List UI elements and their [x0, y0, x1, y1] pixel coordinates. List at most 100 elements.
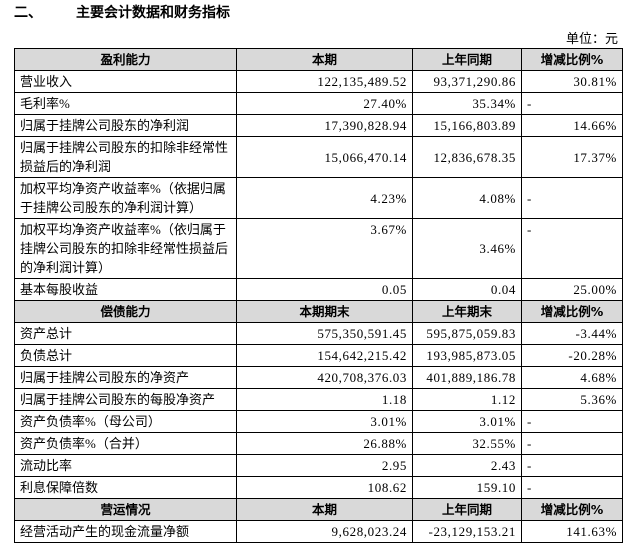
header-cell: 营运情况 [14, 498, 237, 521]
section-title: 二、 主要会计数据和财务指标 [14, 2, 230, 22]
value-cell: 35.34% [412, 92, 522, 115]
data-row: 归属于挂牌公司股东的净利润 17,390,828.94 15,166,803.89 1… [14, 114, 623, 137]
value-cell: - [521, 177, 623, 219]
row-label: 加权平均净资产收益率%（依归属于挂牌公司股东的扣除非经常性损益后的净利润计算） [14, 218, 237, 279]
value-cell: - [521, 92, 623, 115]
value-cell: 5.36% [521, 388, 623, 411]
value-cell: 9,628,023.24 [236, 520, 413, 543]
value-cell: - [521, 476, 623, 499]
row-label: 负债总计 [14, 344, 237, 367]
data-row: 归属于挂牌公司股东的扣除非经常性损益后的净利润 15,066,470.14 12,8… [14, 136, 623, 178]
data-row: 营业收入 122,135,489.52 93,371,290.86 30.81% [14, 70, 623, 93]
row-label: 资产负债率%（母公司） [14, 410, 237, 433]
header-cell: 本期 [236, 498, 413, 521]
value-cell: -3.44% [521, 322, 623, 345]
row-label: 归属于挂牌公司股东的扣除非经常性损益后的净利润 [14, 136, 237, 178]
row-label: 毛利率% [14, 92, 237, 115]
value-cell: 4.08% [412, 177, 522, 219]
data-row: 加权平均净资产收益率%（依归属于挂牌公司股东的扣除非经常性损益后的净利润计算） 3… [14, 218, 623, 279]
value-cell: 154,642,215.42 [236, 344, 413, 367]
data-row: 毛利率% 27.40% 35.34% - [14, 92, 623, 115]
row-label: 营业收入 [14, 70, 237, 93]
header-cell: 增减比例% [521, 498, 623, 521]
data-row: 加权平均净资产收益率%（依据归属于挂牌公司股东的净利润计算） 4.23% 4.08%… [14, 177, 623, 219]
data-row: 归属于挂牌公司股东的每股净资产 1.18 1.12 5.36% [14, 388, 623, 411]
value-cell: 4.23% [236, 177, 413, 219]
value-cell: 25.00% [521, 278, 623, 301]
header-cell: 本期 [236, 48, 413, 71]
value-cell: 17,390,828.94 [236, 114, 413, 137]
header-cell: 增减比例% [521, 300, 623, 323]
value-cell: -20.28% [521, 344, 623, 367]
data-row: 归属于挂牌公司股东的净资产 420,708,376.03 401,889,186.7… [14, 366, 623, 389]
value-cell: 0.04 [412, 278, 522, 301]
row-label: 经营活动产生的现金流量净额 [14, 520, 237, 543]
value-cell: - [521, 454, 623, 477]
value-cell: 3.01% [412, 410, 522, 433]
row-label: 归属于挂牌公司股东的净利润 [14, 114, 237, 137]
header-cell: 盈利能力 [14, 48, 237, 71]
page: 二、 主要会计数据和财务指标 单位：元 盈利能力 本期 上年同期 增减比例% 营业收入 12… [14, 2, 623, 543]
value-cell: - [521, 410, 623, 433]
value-cell: 595,875,059.83 [412, 322, 522, 345]
data-row: 资产总计 575,350,591.45 595,875,059.83 -3.44% [14, 322, 623, 345]
value-cell: 4.68% [521, 366, 623, 389]
row-label: 加权平均净资产收益率%（依据归属于挂牌公司股东的净利润计算） [14, 177, 237, 219]
row-label: 资产总计 [14, 322, 237, 345]
row-label: 归属于挂牌公司股东的每股净资产 [14, 388, 237, 411]
value-cell: 575,350,591.45 [236, 322, 413, 345]
row-label: 利息保障倍数 [14, 476, 237, 499]
header-cell: 本期期末 [236, 300, 413, 323]
section-number: 二、 [14, 5, 42, 21]
data-table: 盈利能力 本期 上年同期 增减比例% 营业收入 122,135,489.52 93,371,… [14, 48, 623, 543]
data-row: 资产负债率%（母公司） 3.01% 3.01% - [14, 410, 623, 433]
value-cell: 30.81% [521, 70, 623, 93]
value-cell: 1.12 [412, 388, 522, 411]
data-row: 经营活动产生的现金流量净额 9,628,023.24 -23,129,153.21 1… [14, 520, 623, 543]
section-header-row: 盈利能力 本期 上年同期 增减比例% [14, 48, 623, 71]
section-header-row: 偿债能力 本期期末 上年期末 增减比例% [14, 300, 623, 323]
value-cell: - [521, 432, 623, 455]
value-cell: 420,708,376.03 [236, 366, 413, 389]
row-label: 流动比率 [14, 454, 237, 477]
value-cell: 15,166,803.89 [412, 114, 522, 137]
data-row: 流动比率 2.95 2.43- [14, 454, 623, 477]
data-row: 负债总计 154,642,215.42 193,985,873.05 -20.28% [14, 344, 623, 367]
data-row: 基本每股收益 0.05 0.04 25.00% [14, 278, 623, 301]
row-label: 基本每股收益 [14, 278, 237, 301]
value-cell: - [521, 218, 623, 279]
value-cell: 0.05 [236, 278, 413, 301]
row-label: 归属于挂牌公司股东的净资产 [14, 366, 237, 389]
header-cell: 偿债能力 [14, 300, 237, 323]
value-cell: 3.01% [236, 410, 413, 433]
header-cell: 上年同期 [412, 48, 522, 71]
value-cell: -23,129,153.21 [412, 520, 522, 543]
value-cell: 401,889,186.78 [412, 366, 522, 389]
value-cell: 93,371,290.86 [412, 70, 522, 93]
value-cell: 32.55% [412, 432, 522, 455]
section-header-row: 营运情况 本期 上年同期 增减比例% [14, 498, 623, 521]
value-cell: 193,985,873.05 [412, 344, 522, 367]
data-row: 资产负债率%（合并） 26.88% 32.55% - [14, 432, 623, 455]
header-cell: 上年同期 [412, 498, 522, 521]
value-cell: 14.66% [521, 114, 623, 137]
value-cell: 2.43 [412, 454, 522, 477]
value-cell: 2.95 [236, 454, 413, 477]
value-cell: 1.18 [236, 388, 413, 411]
title-text: 主要会计数据和财务指标 [76, 5, 230, 21]
value-cell: 26.88% [236, 432, 413, 455]
header-cell: 增减比例% [521, 48, 623, 71]
value-cell: 108.62 [236, 476, 413, 499]
data-row: 利息保障倍数 108.62 159.10- [14, 476, 623, 499]
value-cell: 27.40% [236, 92, 413, 115]
value-cell: 12,836,678.35 [412, 136, 522, 178]
value-cell: 159.10 [412, 476, 522, 499]
value-cell: 3.67% [236, 218, 413, 279]
value-cell: 122,135,489.52 [236, 70, 413, 93]
value-cell: 17.37% [521, 136, 623, 178]
row-label: 资产负债率%（合并） [14, 432, 237, 455]
unit-label: 单位：元 [565, 31, 618, 46]
value-cell: 15,066,470.14 [236, 136, 413, 178]
value-cell: 3.46% [412, 218, 522, 279]
header-cell: 上年期末 [412, 300, 522, 323]
